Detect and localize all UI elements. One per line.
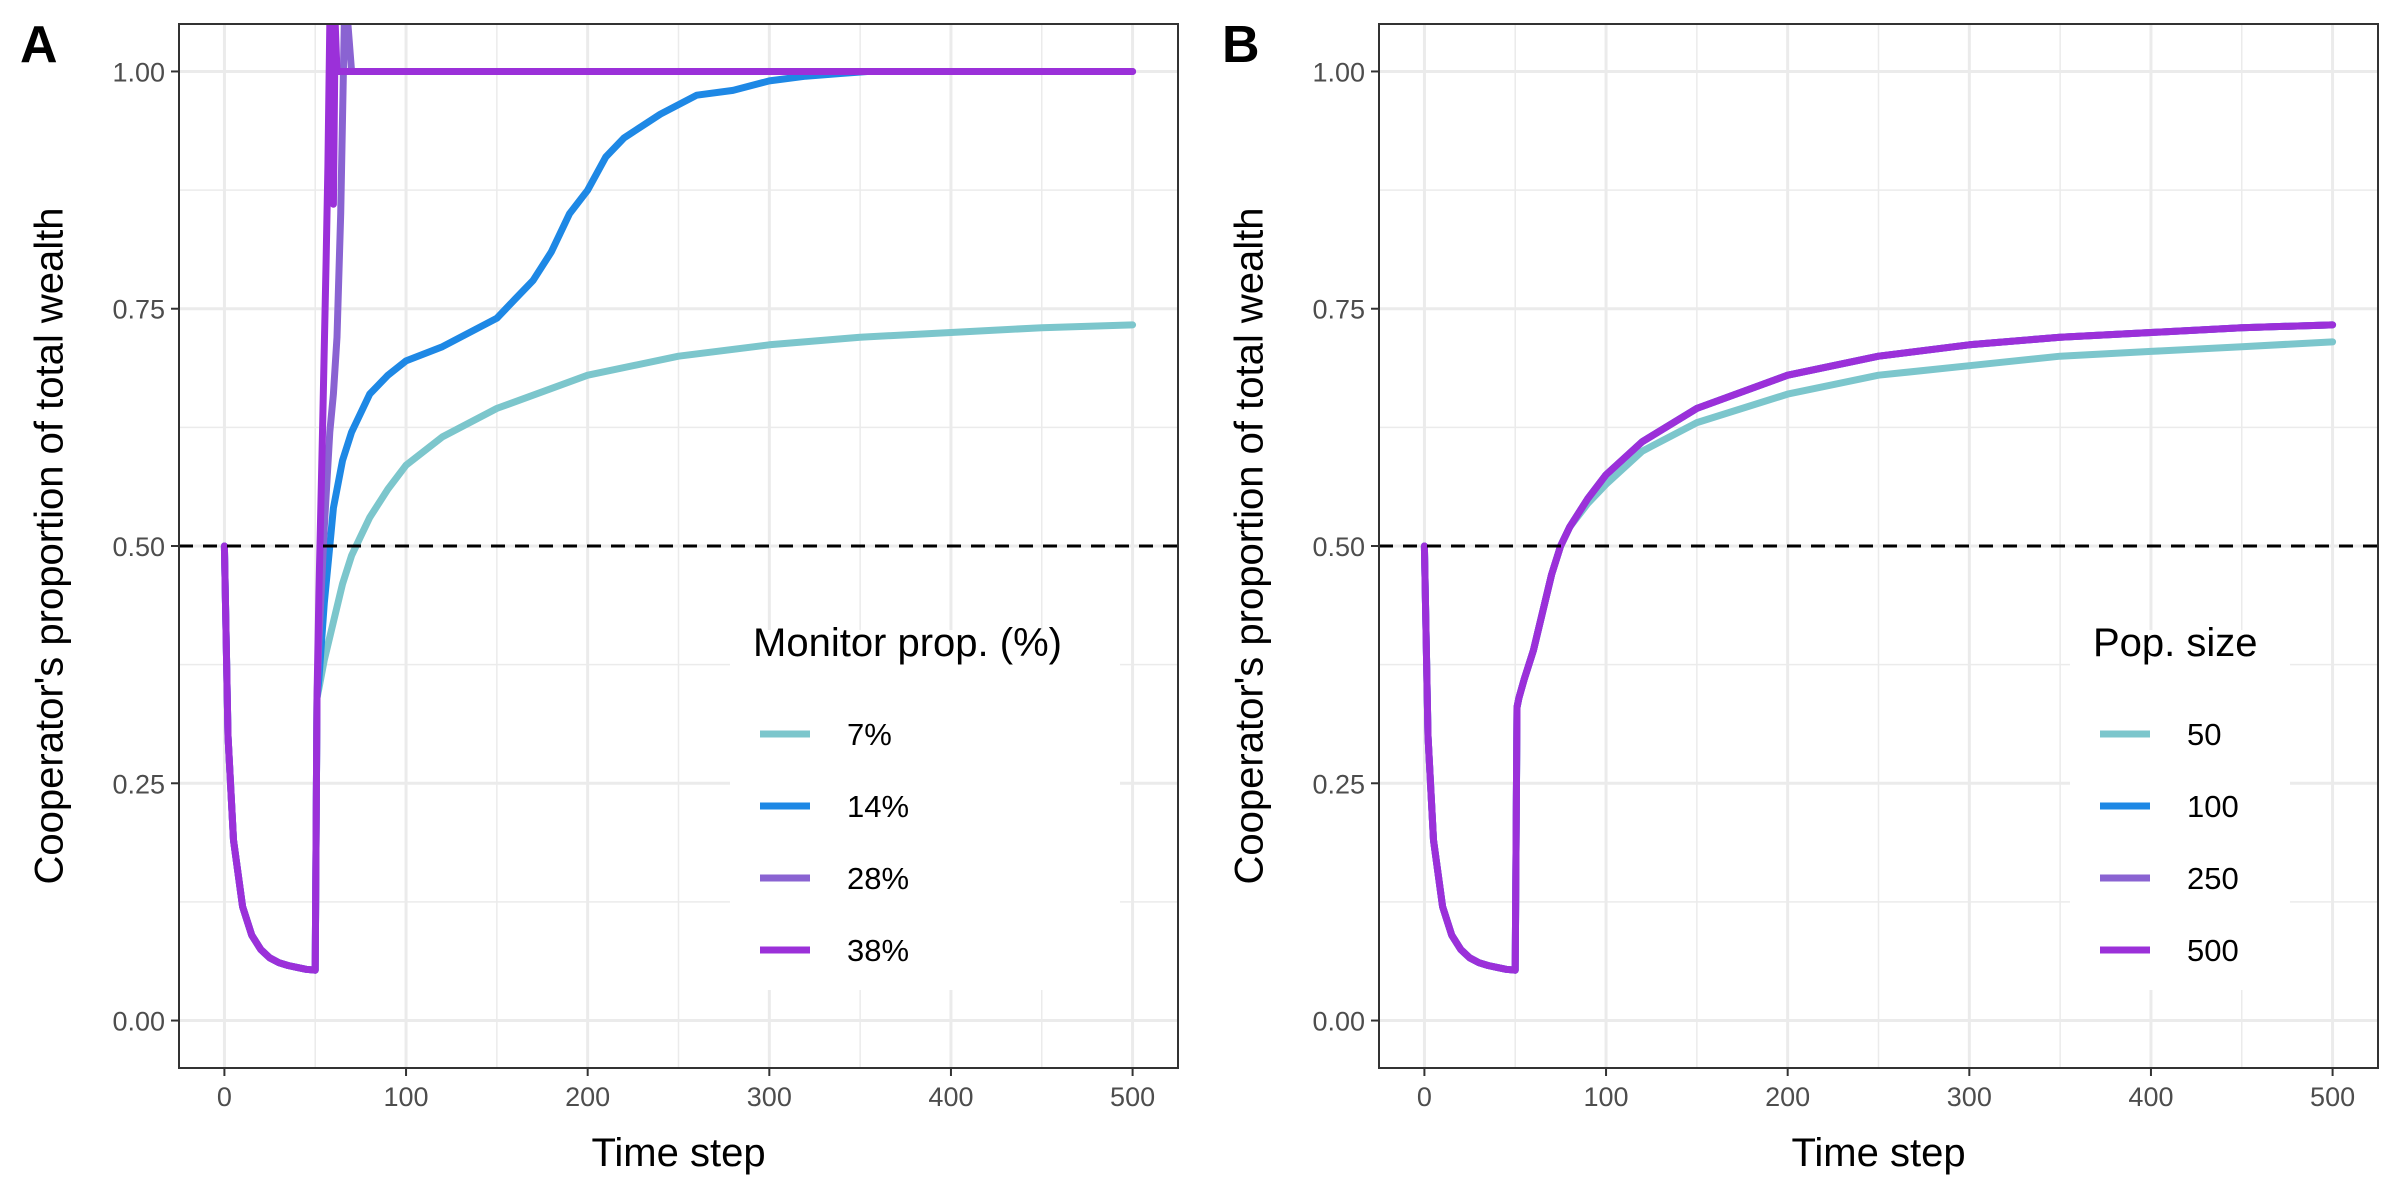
x-tick-label: 300 xyxy=(747,1082,792,1112)
x-tick-label: 500 xyxy=(2310,1082,2355,1112)
series-lines xyxy=(220,24,1137,974)
x-tick-label: 400 xyxy=(928,1082,973,1112)
y-tick-label: 0.75 xyxy=(1312,295,1365,325)
x-tick-label: 100 xyxy=(384,1082,429,1112)
legend-background xyxy=(2070,630,2290,990)
legend-label: 500 xyxy=(2187,933,2239,968)
series-line-38pct xyxy=(220,24,1137,974)
y-tick-label: 0.00 xyxy=(112,1007,165,1037)
legend: Pop. size 50 100 250 500 xyxy=(2070,621,2290,990)
legend-label: 28% xyxy=(847,861,909,896)
y-axis-title: Cooperator's proportion of total wealth xyxy=(28,208,72,885)
x-axis-title: Time step xyxy=(1791,1131,1965,1175)
legend-title: Monitor prop. (%) xyxy=(753,621,1062,665)
y-tick-label: 0.50 xyxy=(112,532,165,562)
y-tick-label: 0.25 xyxy=(112,769,165,799)
x-axis-title: Time step xyxy=(591,1131,765,1175)
y-axis-title: Cooperator's proportion of total wealth xyxy=(1228,208,1272,885)
y-tick-label: 0.25 xyxy=(1312,769,1365,799)
panel-tag: A xyxy=(20,16,58,74)
y-tick-label: 0.50 xyxy=(1312,532,1365,562)
series-line-500 xyxy=(1420,321,2337,974)
x-tick-label: 500 xyxy=(1110,1082,1155,1112)
panel-b: 0 100 200 300 400 500 0.00 0.25 0.50 0.75 1.00 Time… xyxy=(1222,16,2379,1175)
x-tick-label: 0 xyxy=(1417,1082,1432,1112)
x-tick-label: 300 xyxy=(1947,1082,1992,1112)
panel-a: 0 100 200 300 400 500 0.00 0.25 0.50 0.75 1.00 Time… xyxy=(20,16,1179,1175)
x-tick-label: 400 xyxy=(2128,1082,2173,1112)
legend-label: 14% xyxy=(847,789,909,824)
series-lines xyxy=(1420,321,2337,974)
x-tick-label: 200 xyxy=(565,1082,610,1112)
legend: Monitor prop. (%) 7% 14% 28% 38% xyxy=(730,621,1120,990)
panel-tag: B xyxy=(1222,16,1260,74)
legend-label: 38% xyxy=(847,933,909,968)
y-tick-label: 1.00 xyxy=(1312,57,1365,87)
legend-background xyxy=(730,630,1120,990)
x-tick-label: 200 xyxy=(1765,1082,1810,1112)
x-tick-label: 100 xyxy=(1584,1082,1629,1112)
y-tick-label: 0.00 xyxy=(1312,1007,1365,1037)
legend-label: 100 xyxy=(2187,789,2239,824)
y-tick-label: 0.75 xyxy=(112,295,165,325)
legend-label: 7% xyxy=(847,717,892,752)
legend-title: Pop. size xyxy=(2093,621,2258,665)
legend-label: 250 xyxy=(2187,861,2239,896)
x-tick-label: 0 xyxy=(217,1082,232,1112)
legend-label: 50 xyxy=(2187,717,2221,752)
y-tick-label: 1.00 xyxy=(112,57,165,87)
